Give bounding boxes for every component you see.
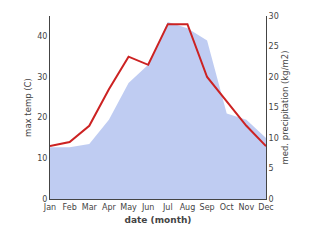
svg-text:25: 25 (269, 42, 279, 51)
svg-text:10: 10 (269, 134, 279, 143)
svg-text:Dec: Dec (258, 203, 273, 212)
svg-text:Jul: Jul (162, 203, 173, 212)
svg-text:Jun: Jun (141, 203, 155, 212)
svg-text:Mar: Mar (82, 203, 98, 212)
svg-text:40: 40 (37, 32, 47, 41)
svg-text:30: 30 (37, 73, 47, 82)
svg-text:Oct: Oct (220, 203, 234, 212)
svg-text:Feb: Feb (63, 203, 77, 212)
svg-text:max temp (C): max temp (C) (23, 78, 33, 137)
svg-text:30: 30 (269, 12, 279, 21)
svg-text:15: 15 (269, 103, 279, 112)
svg-text:date (month): date (month) (125, 215, 192, 225)
svg-text:5: 5 (269, 164, 274, 173)
svg-text:20: 20 (269, 73, 279, 82)
svg-text:Apr: Apr (102, 203, 117, 212)
svg-text:Jan: Jan (43, 203, 56, 212)
svg-text:10: 10 (37, 154, 47, 163)
svg-text:May: May (120, 203, 137, 212)
svg-text:Aug: Aug (180, 203, 196, 212)
svg-text:0: 0 (42, 195, 47, 204)
svg-text:Nov: Nov (239, 203, 255, 212)
svg-text:0: 0 (269, 195, 274, 204)
svg-text:med. precipitation (kg/m2): med. precipitation (kg/m2) (280, 50, 290, 164)
svg-text:Sep: Sep (200, 203, 215, 212)
svg-text:20: 20 (37, 113, 47, 122)
